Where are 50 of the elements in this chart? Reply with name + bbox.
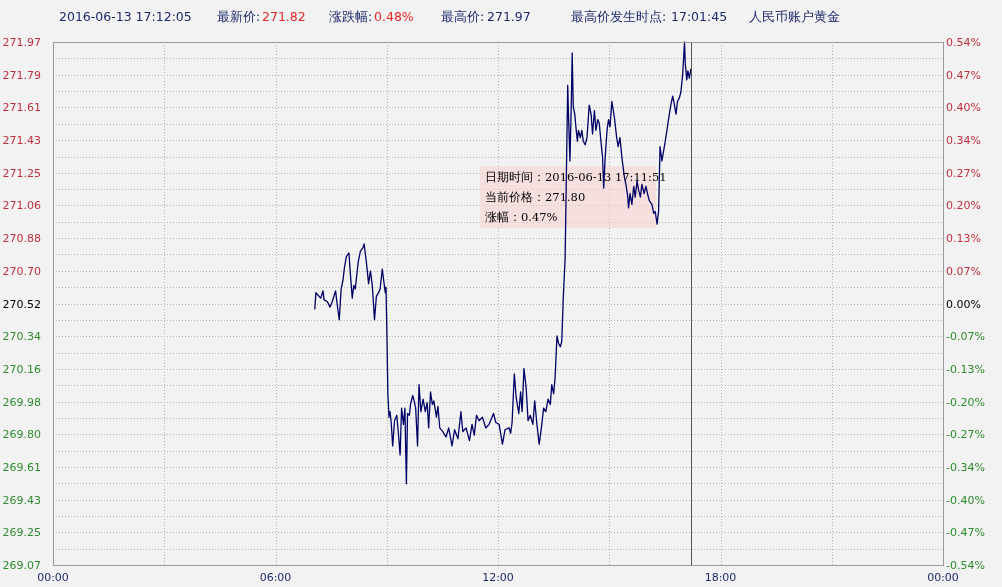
y2-tick-label: 0.34% bbox=[946, 134, 981, 148]
text: 17:01:45 bbox=[671, 9, 728, 24]
y2-tick-label: 0.13% bbox=[946, 232, 981, 246]
y2-tick-label: -0.54% bbox=[946, 559, 985, 572]
y-tick-label: 269.80 bbox=[2, 428, 41, 442]
text: 0.48% bbox=[374, 9, 414, 24]
x-tick-label: 00:00 bbox=[927, 571, 959, 584]
y-tick-label: 271.06 bbox=[2, 199, 41, 213]
y2-tick-label: 0.47% bbox=[946, 68, 981, 82]
y2-tick-label: 0.27% bbox=[946, 166, 981, 180]
y2-tick-label: 0.20% bbox=[946, 199, 981, 213]
y2-tick-label: -0.34% bbox=[946, 460, 985, 474]
text: 涨跌幅: bbox=[329, 9, 373, 24]
y2-tick-label: -0.47% bbox=[946, 526, 985, 540]
text: 271.82 bbox=[262, 9, 306, 24]
y2-tick-label: 0.07% bbox=[946, 264, 981, 278]
text: 最高价: bbox=[441, 9, 485, 24]
y2-tick-label: 0.00% bbox=[946, 297, 981, 311]
x-tick-label: 06:00 bbox=[259, 571, 292, 584]
y2-tick-label: -0.27% bbox=[946, 428, 985, 442]
y-tick-label: 270.52 bbox=[2, 297, 41, 311]
y2-tick-label: 0.40% bbox=[946, 101, 981, 115]
y2-tick-label: 0.54% bbox=[946, 36, 981, 49]
annotation: 涨幅：0.47% bbox=[485, 210, 558, 224]
y-tick-label: 271.61 bbox=[2, 101, 41, 115]
y-tick-label: 269.98 bbox=[2, 395, 41, 409]
y2-tick-label: -0.13% bbox=[946, 362, 985, 376]
x-tick-label: 12:00 bbox=[482, 571, 514, 584]
y-tick-label: 269.61 bbox=[2, 460, 41, 474]
y-tick-label: 269.25 bbox=[2, 526, 41, 540]
y-tick-label: 271.25 bbox=[2, 166, 41, 180]
y-tick-label: 271.43 bbox=[2, 134, 41, 148]
y-tick-label: 269.43 bbox=[2, 493, 41, 507]
text: 271.97 bbox=[487, 9, 531, 24]
y-tick-label: 270.88 bbox=[2, 232, 41, 246]
y-tick-label: 270.16 bbox=[2, 362, 41, 376]
y2-tick-label: -0.20% bbox=[946, 395, 985, 409]
text: 最新价: bbox=[217, 9, 261, 24]
chart-title: 人民币账户黄金 bbox=[749, 9, 840, 24]
text: 最高价发生时点: bbox=[571, 9, 667, 24]
text: 2016-06-13 17:12:05 bbox=[59, 9, 192, 24]
y2-tick-label: -0.40% bbox=[946, 493, 985, 507]
y-tick-label: 271.97 bbox=[2, 36, 41, 49]
y-tick-label: 270.70 bbox=[2, 264, 41, 278]
y-tick-label: 269.07 bbox=[2, 559, 41, 572]
x-tick-label: 18:00 bbox=[704, 571, 737, 584]
y2-tick-label: -0.07% bbox=[946, 330, 985, 344]
y-tick-label: 270.34 bbox=[2, 330, 41, 344]
x-tick-label: 00:00 bbox=[37, 571, 69, 584]
y-tick-label: 271.79 bbox=[2, 68, 41, 82]
